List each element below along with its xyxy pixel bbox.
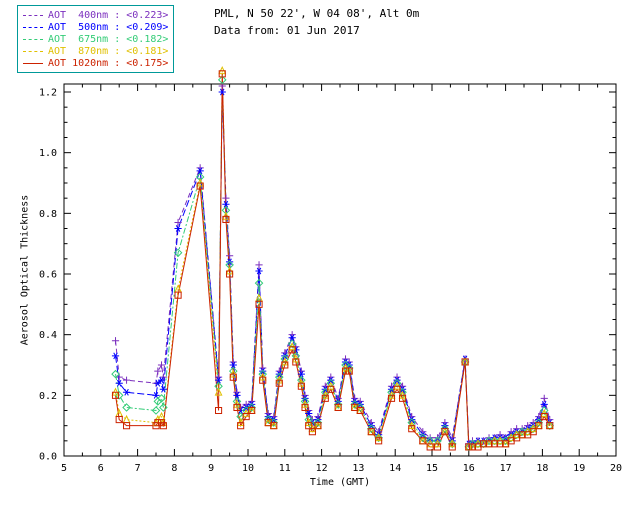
x-tick-label: 13 <box>352 463 364 474</box>
x-tick-label: 6 <box>98 463 104 474</box>
header-annotation: PML, N 50 22', W 04 08', Alt 0m Data fro… <box>214 5 419 39</box>
y-tick-label: 0.6 <box>39 270 57 281</box>
legend-label: AOT 1020nm : <0.175> <box>48 57 169 69</box>
diamond-line-sample-icon <box>23 38 43 40</box>
asterisk-line-sample-icon <box>23 26 43 28</box>
square-line-sample-icon <box>23 62 43 64</box>
x-tick-label: 18 <box>536 463 548 474</box>
series-markers-AOT-675nm <box>111 75 555 452</box>
x-tick-label: 11 <box>279 463 291 474</box>
x-tick-label: 17 <box>500 463 512 474</box>
plus-line-sample-icon <box>23 14 43 16</box>
y-tick-label: 0.8 <box>39 209 57 220</box>
legend-item-1020nm: AOT 1020nm : <0.175> <box>23 57 168 69</box>
legend-item-500nm: AOT 500nm : <0.209> <box>23 21 168 33</box>
series-line-AOT-870nm <box>115 70 551 448</box>
x-tick-label: 10 <box>242 463 254 474</box>
legend-label: AOT 870nm : <0.181> <box>48 45 169 57</box>
series-line-AOT-500nm <box>115 91 551 445</box>
station-info: PML, N 50 22', W 04 08', Alt 0m <box>214 7 420 20</box>
x-tick-label: 15 <box>426 463 438 474</box>
x-tick-label: 14 <box>389 463 401 474</box>
x-tick-label: 7 <box>135 463 141 474</box>
axes: 5 6 7 8 9 10 11 12 13 14 15 16 17 18 19 20 0.0 0.2 0.4 0.6 0… <box>39 83 622 474</box>
y-tick-label: 1.0 <box>39 148 57 159</box>
triangle-line-sample-icon <box>23 50 43 52</box>
legend-item-870nm: AOT 870nm : <0.181> <box>23 45 168 57</box>
y-tick-label: 0.0 <box>39 452 57 463</box>
x-tick-label: 19 <box>573 463 585 474</box>
x-tick-label: 12 <box>316 463 328 474</box>
y-tick-label: 1.2 <box>39 88 57 99</box>
date-info: Data from: 01 Jun 2017 <box>214 24 360 37</box>
legend-label: AOT 500nm : <0.209> <box>48 21 169 33</box>
series-line-AOT-1020nm <box>115 73 551 449</box>
x-tick-label: 5 <box>61 463 67 474</box>
y-axis-label: Aerosol Optical Thickness <box>19 194 31 346</box>
x-axis-label: Time (GMT) <box>309 477 371 488</box>
x-tick-label: 9 <box>208 463 214 474</box>
y-tick-label: 0.4 <box>39 330 57 341</box>
legend-item-675nm: AOT 675nm : <0.182> <box>23 33 168 45</box>
x-tick-label: 16 <box>463 463 475 474</box>
x-tick-label: 8 <box>171 463 177 474</box>
x-tick-label: 20 <box>610 463 622 474</box>
legend-label: AOT 400nm : <0.223> <box>48 9 169 21</box>
legend-box: AOT 400nm : <0.223> AOT 500nm : <0.209> AO… <box>17 5 175 73</box>
legend-label: AOT 675nm : <0.182> <box>48 33 169 45</box>
series-markers-AOT-1020nm <box>111 70 554 451</box>
legend-item-400nm: AOT 400nm : <0.223> <box>23 9 168 21</box>
y-tick-label: 0.2 <box>39 391 57 402</box>
